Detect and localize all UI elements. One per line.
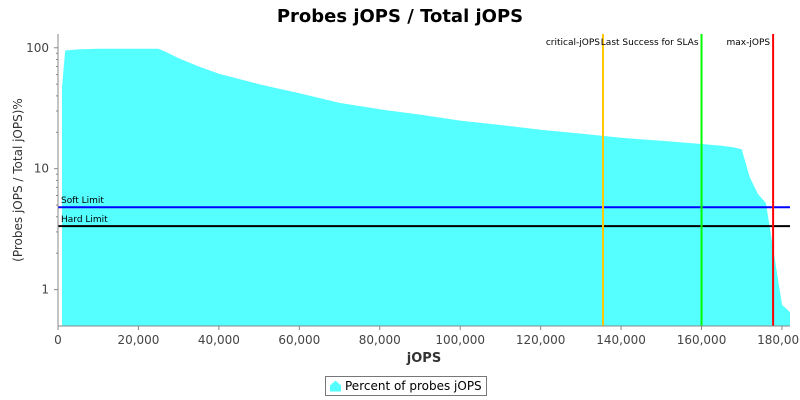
x-tick-label: 60,000 <box>278 333 320 347</box>
legend-swatch-icon <box>330 380 341 392</box>
legend: Percent of probes jOPS <box>325 376 487 396</box>
x-tick-label: 0 <box>54 333 62 347</box>
plot-area: Soft Limit Hard Limit critical-jOPS Last Su… <box>58 34 790 326</box>
x-axis-label: jOPS <box>406 351 441 366</box>
marker-line-label-0: critical-jOPS <box>546 38 600 48</box>
marker-line-label-2: max-jOPS <box>727 38 771 48</box>
y-tick-label: 10 <box>34 162 49 176</box>
x-tick-label: 20,000 <box>117 333 159 347</box>
plot-clip-group <box>58 34 790 326</box>
chart-title: Probes jOPS / Total jOPS <box>277 6 523 27</box>
x-tick-label: 80,000 <box>359 333 401 347</box>
x-tick-label: 120,000 <box>516 333 566 347</box>
x-tick-label: 180,000 <box>757 333 800 347</box>
y-axis-label: (Probes jOPS / Total jOPS)% <box>11 98 25 262</box>
x-tick-label: 160,000 <box>677 333 727 347</box>
limit-line-label-0: Soft Limit <box>61 196 104 206</box>
y-tick-label: 1 <box>41 283 49 297</box>
x-tick-label: 40,000 <box>198 333 240 347</box>
axes: 0 20,000 40,000 60,000 80,000 100,000 120,000 1… <box>26 34 800 347</box>
area-series-0 <box>62 48 790 326</box>
legend-label: Percent of probes jOPS <box>345 379 482 393</box>
y-tick-label: 100 <box>26 41 49 55</box>
x-tick-label: 140,000 <box>596 333 646 347</box>
limit-line-label-1: Hard Limit <box>61 215 108 225</box>
marker-line-label-1: Last Success for SLAs <box>601 38 699 48</box>
x-tick-label: 100,000 <box>435 333 485 347</box>
